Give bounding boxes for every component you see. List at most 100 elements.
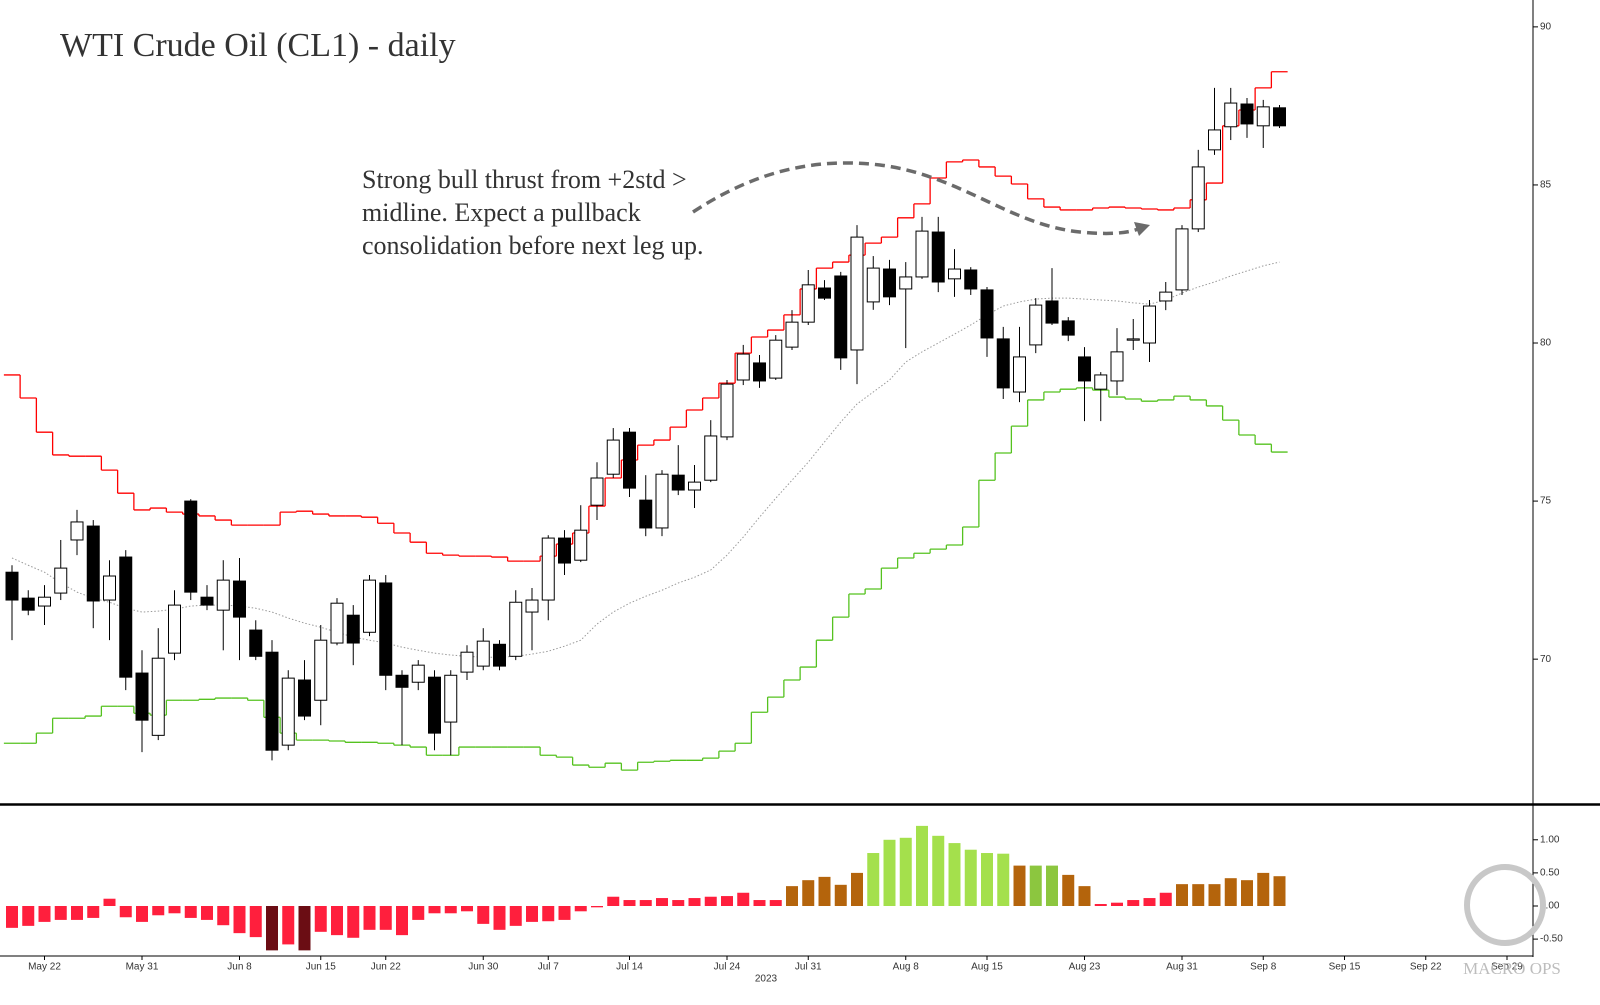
candle-body: [103, 575, 116, 601]
y-tick-label: -0.50: [1540, 934, 1563, 945]
arrow-head: [1134, 222, 1150, 236]
candle-body: [493, 643, 506, 667]
histogram-bar: [493, 906, 506, 930]
histogram-bar: [396, 906, 408, 936]
histogram-bar: [1241, 880, 1253, 906]
candle-body: [314, 639, 328, 701]
histogram-bar: [964, 849, 977, 906]
y-tick-label: 85: [1540, 180, 1552, 191]
histogram-bar: [883, 839, 896, 906]
histogram-bar: [1159, 892, 1172, 906]
candle-body: [38, 596, 51, 607]
candle-body: [1029, 304, 1043, 346]
histogram-bar: [379, 906, 392, 930]
candle-body: [444, 674, 458, 723]
histogram-bar: [1224, 878, 1237, 906]
candle-body: [1110, 351, 1124, 382]
candle-body: [850, 236, 864, 351]
candle-body: [5, 571, 19, 601]
candle-body: [411, 664, 425, 683]
histogram-bar: [71, 906, 83, 920]
candle-body: [671, 474, 685, 491]
histogram-bar: [948, 843, 961, 906]
candle-body: [70, 521, 84, 541]
x-tick-label: Jun 15: [306, 962, 336, 973]
histogram-bar: [753, 900, 766, 906]
histogram-bar: [1078, 886, 1091, 906]
candle-body: [1126, 338, 1140, 341]
candle-body: [753, 362, 766, 382]
candle-body: [168, 604, 181, 654]
candle-body: [428, 676, 441, 734]
candle-body: [720, 383, 734, 438]
histogram-bar: [347, 906, 360, 938]
x-tick-label: Jul 31: [795, 962, 822, 973]
candle-body: [86, 525, 100, 602]
histogram-bar: [542, 906, 555, 922]
candle-body: [996, 338, 1010, 389]
histogram-bar: [168, 906, 181, 914]
candle-body: [964, 269, 978, 290]
candle-body: [834, 275, 848, 359]
histogram-bar: [704, 896, 717, 906]
y-tick-label: 70: [1540, 654, 1552, 665]
candle-body: [1240, 103, 1254, 125]
x-tick-label: May 22: [28, 962, 61, 973]
candle-body: [135, 672, 149, 721]
candle-body: [363, 579, 376, 633]
histogram-bar: [526, 906, 538, 922]
candle-body: [1045, 300, 1059, 324]
candle-body: [655, 473, 669, 529]
histogram-bar: [119, 906, 132, 918]
candle-body: [1208, 129, 1221, 151]
candle-body: [298, 679, 311, 717]
candle-body: [233, 580, 246, 618]
candle-body: [1013, 356, 1026, 393]
histogram-bar: [786, 886, 798, 906]
candle-body: [379, 582, 393, 676]
histogram-bar: [22, 906, 35, 926]
histogram-bar: [591, 906, 603, 908]
y-tick-label: 0.50: [1540, 868, 1560, 879]
histogram-bar: [233, 906, 246, 934]
histogram-bar: [461, 906, 473, 912]
histogram-bar: [721, 896, 733, 906]
y-tick-label: 1.00: [1540, 834, 1560, 845]
histogram-bar: [477, 906, 490, 924]
x-tick-label: Sep 15: [1329, 962, 1361, 973]
candle-body: [1256, 106, 1270, 127]
candle-body: [21, 597, 35, 611]
histogram-bar: [981, 853, 993, 906]
candle-body: [541, 537, 555, 601]
candle-body: [460, 651, 474, 673]
histogram-bar: [623, 900, 636, 906]
x-tick-label: Jun 8: [227, 962, 252, 973]
histogram-bar: [1046, 865, 1058, 906]
histogram-bar: [103, 898, 116, 906]
candle-body: [281, 677, 295, 746]
candle-body: [574, 529, 588, 561]
histogram-bar: [818, 876, 831, 906]
x-tick-label: Aug 31: [1166, 962, 1198, 973]
histogram-bar: [1143, 898, 1156, 906]
annotation: consolidation before next leg up.: [362, 231, 704, 260]
histogram-bar: [54, 906, 67, 920]
histogram-bar: [1111, 902, 1123, 906]
histogram-bar: [639, 900, 652, 906]
histogram-bar: [899, 837, 912, 906]
candle-body: [216, 579, 230, 611]
candle-body: [119, 556, 133, 678]
histogram-bar: [87, 906, 100, 918]
histogram-bar: [1013, 865, 1026, 906]
histogram-bar: [249, 906, 262, 938]
histogram-bar: [1029, 865, 1042, 906]
candle-body: [590, 477, 604, 506]
histogram-bar: [688, 898, 701, 906]
x-tick-label: Jul 14: [616, 962, 643, 973]
candle-body: [1273, 107, 1286, 127]
annotation: Strong bull thrust from +2std >: [362, 165, 687, 194]
histogram-bar: [152, 906, 165, 916]
histogram-bar: [184, 906, 197, 918]
histogram-bar: [1176, 884, 1188, 906]
